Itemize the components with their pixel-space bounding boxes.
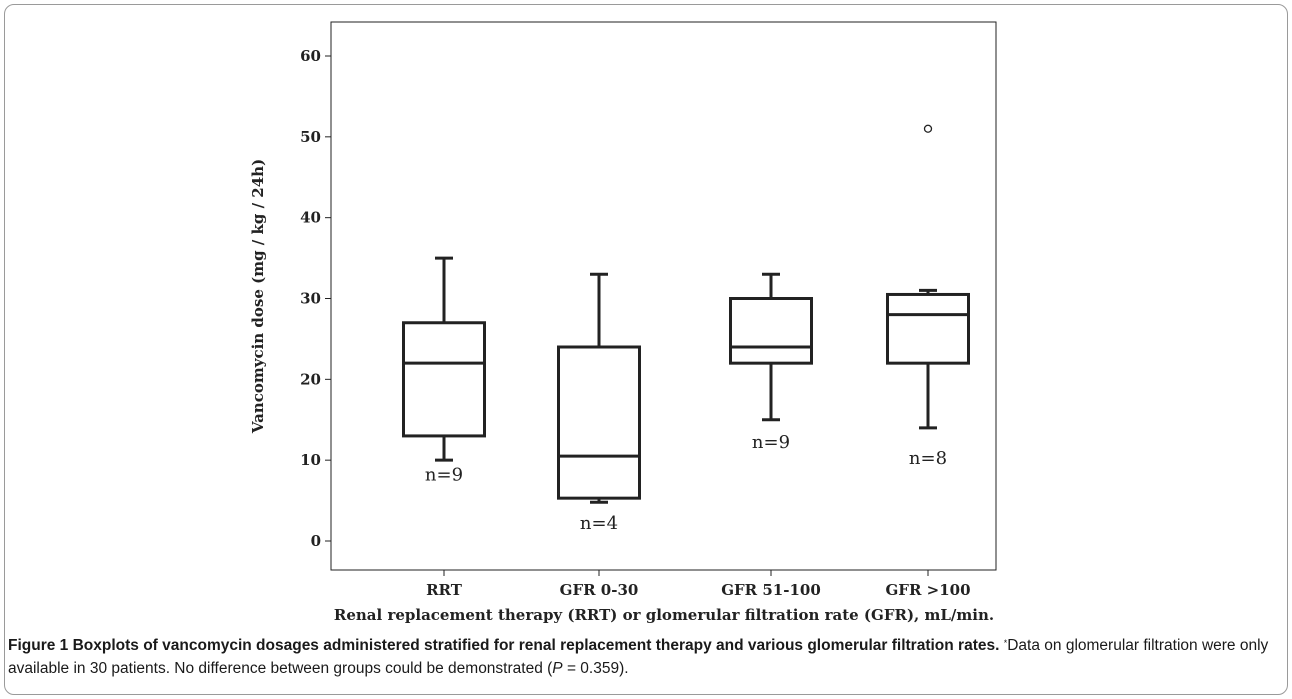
y-tick-label: 20 xyxy=(300,370,321,388)
box-rrt: n=9 xyxy=(402,256,486,485)
y-tick-label: 60 xyxy=(300,47,321,65)
y-tick-label: 10 xyxy=(300,451,321,469)
n-label: n=9 xyxy=(425,464,463,485)
boxplot-chart: 0 10 20 30 40 50 60 RRT GFR 0-30 GFR 51-100 GFR >… xyxy=(249,21,997,624)
footnote-mark: * xyxy=(1003,638,1008,648)
n-label: n=9 xyxy=(752,432,790,453)
outlier-point xyxy=(923,124,933,133)
y-tick-label: 50 xyxy=(300,128,321,146)
box-iqr xyxy=(886,292,970,365)
y-axis-title: Vancomycin dose (mg / kg / 24h) xyxy=(249,159,267,434)
x-tick-label: GFR 51-100 xyxy=(721,581,821,599)
figure-frame xyxy=(4,4,1288,695)
p-value: = 0.359). xyxy=(562,660,629,677)
figure-caption: Figure 1 Boxplots of vancomycin dosages … xyxy=(8,634,1278,680)
caption-title: Figure 1 Boxplots of vancomycin dosages … xyxy=(8,637,1000,654)
caption-text: Data on glomerular filtration were only … xyxy=(8,637,1269,677)
box-gfr-100: n=8 xyxy=(886,124,970,469)
box-series: n=9 n=4 n=9 n=8 xyxy=(402,124,970,534)
box-gfr-51-100: n=9 xyxy=(729,272,813,453)
box-iqr xyxy=(402,321,486,438)
x-axis: RRT GFR 0-30 GFR 51-100 GFR >100 xyxy=(426,570,971,599)
y-tick-label: 40 xyxy=(300,209,321,227)
box-iqr xyxy=(729,297,813,365)
plot-area xyxy=(330,21,997,571)
n-label: n=8 xyxy=(909,448,947,469)
x-tick-label: RRT xyxy=(426,581,463,599)
x-axis-title: Renal replacement therapy (RRT) or glome… xyxy=(334,606,994,624)
y-tick-label: 0 xyxy=(311,532,321,550)
x-tick-label: GFR >100 xyxy=(885,581,970,599)
y-axis: 0 10 20 30 40 50 60 xyxy=(300,47,331,550)
x-tick-label: GFR 0-30 xyxy=(560,581,639,599)
box-iqr xyxy=(557,345,641,500)
p-symbol: P xyxy=(552,660,563,677)
box-gfr-0-30: n=4 xyxy=(557,272,641,534)
n-label: n=4 xyxy=(580,513,618,534)
y-tick-label: 30 xyxy=(300,290,321,308)
